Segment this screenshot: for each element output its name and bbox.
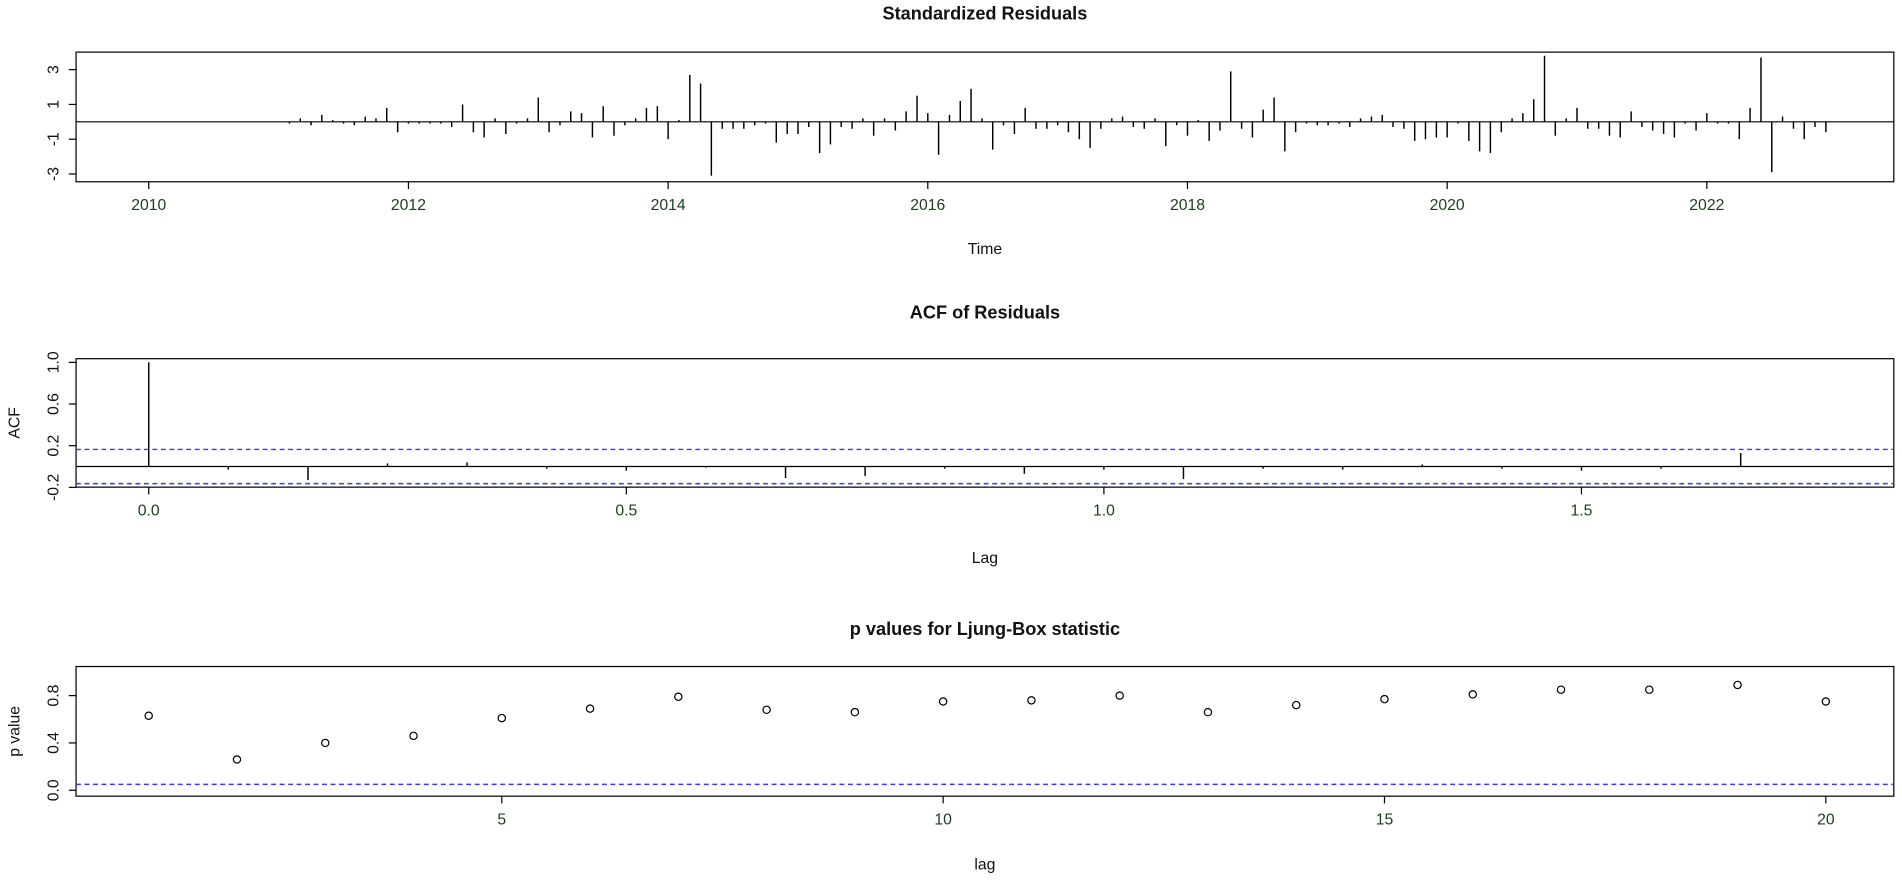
point (497, 713, 507, 723)
point (762, 705, 771, 715)
point (144, 711, 153, 720)
point (1380, 694, 1389, 704)
x-tick-label: 2012 (391, 197, 426, 214)
plot-box (75, 665, 1895, 797)
plot-box (75, 51, 1895, 183)
y-tick-label: -0.2 (45, 474, 62, 501)
point (850, 707, 860, 717)
point (1027, 696, 1036, 705)
x-tick-label: 1.5 (1571, 503, 1593, 520)
y-tick-label: 0.8 (45, 684, 62, 706)
point (1468, 690, 1477, 699)
x-tick-label: 2010 (131, 197, 166, 214)
x-tick-label: 2018 (1170, 197, 1205, 214)
y-tick-label: 0.0 (45, 779, 62, 801)
x-tick-label: 2016 (910, 197, 945, 214)
point (1556, 685, 1566, 694)
point (409, 731, 418, 741)
x-tick-label: 10 (934, 812, 952, 829)
chart-title: ACF of Residuals (910, 303, 1060, 323)
y-tick-label: 0.6 (45, 393, 62, 415)
point (1645, 685, 1654, 694)
point (321, 738, 330, 748)
point (1291, 700, 1301, 710)
x-tick-label: 2022 (1689, 197, 1724, 214)
point (585, 704, 595, 713)
point (232, 755, 242, 764)
x-tick-label: 2014 (651, 197, 686, 214)
x-tick-label: 0.0 (138, 503, 160, 520)
y-tick-label: -1 (45, 132, 62, 146)
chart-title: p values for Ljung-Box statistic (850, 619, 1120, 639)
y-tick-label: -3 (45, 167, 62, 181)
plot-box (75, 358, 1895, 488)
x-tick-label: 5 (497, 812, 506, 829)
y-axis-label: p value (7, 706, 24, 757)
y-tick-label: 1.0 (45, 351, 62, 373)
y-tick-label: 1 (45, 100, 62, 109)
x-tick-label: 20 (1817, 812, 1835, 829)
point (1821, 697, 1831, 706)
y-axis-label: ACF (7, 407, 24, 439)
y-tick-label: 3 (45, 65, 62, 74)
x-tick-label: 2020 (1430, 197, 1465, 214)
x-tick-label: 0.5 (615, 503, 637, 520)
point (674, 692, 683, 702)
y-tick-label: 0.4 (45, 732, 62, 754)
x-tick-label: 1.0 (1093, 503, 1115, 520)
point (1115, 691, 1124, 700)
point (1203, 707, 1213, 717)
x-axis-label: Lag (972, 550, 998, 567)
point (938, 697, 948, 706)
x-axis-label: lag (974, 856, 995, 873)
x-axis-label: Time (968, 241, 1003, 258)
chart-title: Standardized Residuals (883, 3, 1088, 23)
x-tick-label: 15 (1376, 812, 1394, 829)
y-tick-label: 0.2 (45, 435, 62, 457)
point (1733, 680, 1742, 690)
